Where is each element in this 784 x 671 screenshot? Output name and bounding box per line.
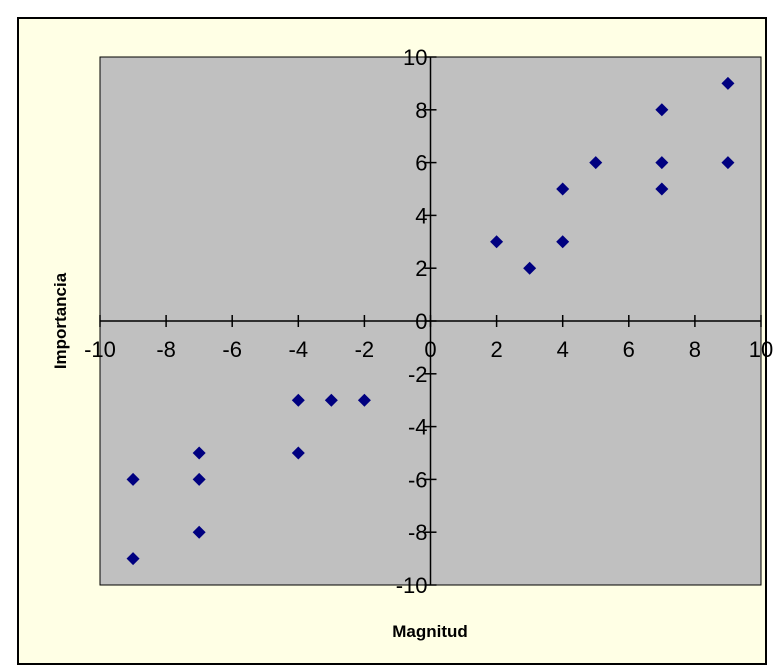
data-point — [556, 182, 570, 196]
x-tick-label: -6 — [222, 337, 242, 362]
data-point — [291, 393, 305, 407]
y-tick-label: 0 — [415, 309, 427, 334]
data-point — [721, 76, 735, 90]
y-axis-title: Importancia — [51, 272, 70, 369]
y-tick-label: -6 — [408, 467, 428, 492]
x-tick-label: 4 — [557, 337, 569, 362]
y-tick-label: -2 — [408, 362, 428, 387]
data-point — [589, 156, 603, 170]
data-point — [523, 261, 537, 275]
data-point — [655, 156, 669, 170]
data-point — [126, 552, 140, 566]
data-point — [324, 393, 338, 407]
x-tick-label: -10 — [84, 337, 116, 362]
x-tick-label: 8 — [689, 337, 701, 362]
y-tick-label: 2 — [415, 256, 427, 281]
x-tick-label: 10 — [749, 337, 773, 362]
data-point — [291, 446, 305, 460]
y-tick-label: 8 — [415, 98, 427, 123]
data-point — [655, 182, 669, 196]
y-tick-label: -10 — [396, 573, 428, 598]
x-tick-label: -4 — [289, 337, 309, 362]
data-point — [192, 525, 206, 539]
data-point — [655, 103, 669, 117]
data-point — [556, 235, 570, 249]
data-point — [192, 446, 206, 460]
data-points — [126, 76, 735, 566]
y-tick-label: 10 — [403, 45, 427, 70]
data-point — [126, 472, 140, 486]
x-tick-label: 2 — [490, 337, 502, 362]
data-point — [490, 235, 504, 249]
x-tick-label: -8 — [156, 337, 176, 362]
x-tick-label: 6 — [623, 337, 635, 362]
data-point — [721, 156, 735, 170]
x-axis-title: Magnitud — [392, 622, 468, 641]
y-tick-label: -4 — [408, 415, 428, 440]
data-point — [192, 472, 206, 486]
y-tick-label: -8 — [408, 520, 428, 545]
data-point — [357, 393, 371, 407]
x-tick-label: -2 — [355, 337, 375, 362]
x-tick-label: 0 — [424, 337, 436, 362]
y-tick-label: 6 — [415, 151, 427, 176]
y-tick-label: 4 — [415, 203, 427, 228]
